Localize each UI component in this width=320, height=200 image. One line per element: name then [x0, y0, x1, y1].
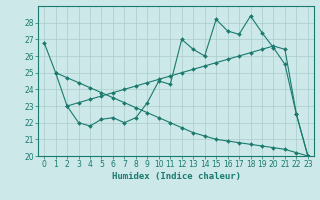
X-axis label: Humidex (Indice chaleur): Humidex (Indice chaleur): [111, 172, 241, 181]
